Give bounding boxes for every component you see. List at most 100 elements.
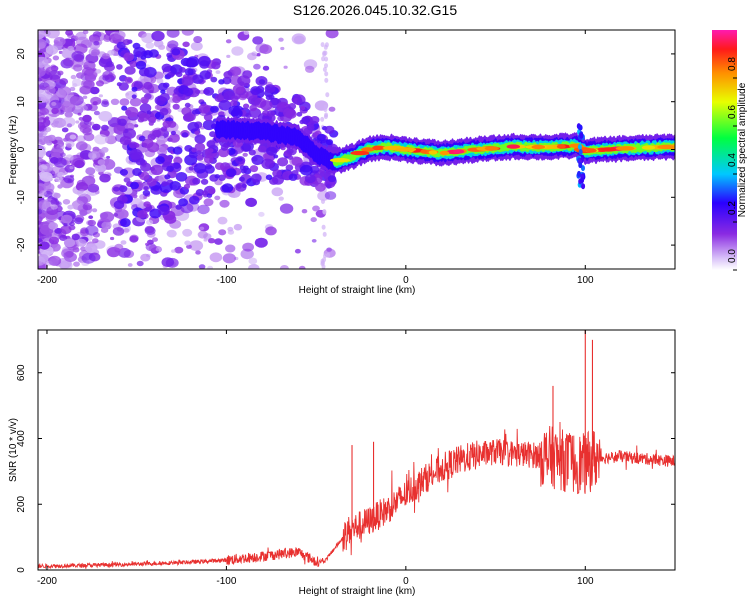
spectrogram-noise-blob [85,167,96,175]
spectrogram-signal-blob [119,135,132,146]
spectrogram-noise-blob [253,63,261,70]
spectrogram-noise-blob [62,100,71,107]
colorbar-tick-label: 0.0 [727,249,738,263]
spectrogram-noise-blob [71,51,85,61]
spectrogram-noise-blob [44,116,50,120]
spectrogram-noise-blob [81,252,96,264]
spectrogram-noise-blob [78,117,84,121]
spectrogram-noise-blob [102,70,113,80]
colorbar-label: Normalized spectral amplitude [737,82,748,217]
spectrogram-noise-blob [184,240,191,246]
spectrogram-noise-blob [61,116,76,128]
spectrogram-noise-blob [271,187,284,197]
colorbar-gradient [712,30,737,270]
spectrogram-noise-blob [305,65,315,73]
spectrogram-signal-blob [273,154,279,159]
spectrogram-noise-blob [65,154,74,161]
spectrogram-signal-blob [192,177,201,185]
spectrogram-noise-blob [110,98,120,106]
spectrogram-signal-blob [152,129,162,138]
spectrogram-signal-blob [300,105,306,111]
spectrogram-signal-blob [142,189,151,197]
spectrogram-signal-blob [133,81,143,89]
spectrogram-noise-blob [156,78,164,84]
spectrogram-noise-blob [322,209,327,214]
spectrogram-noise-blob [39,241,50,250]
spectrogram-signal-blob [327,175,337,183]
spectrogram-signal-blob [129,148,143,160]
spectrogram-signal-blob [172,103,180,110]
spectrogram-noise-blob [140,253,151,262]
spectrogram-noise-blob [71,58,84,68]
spectrogram-signal-blob [171,48,181,56]
spectrogram-noise-blob [123,228,130,233]
spectrogram-noise-blob [98,94,103,98]
spectrogram-signal-blob [196,154,204,161]
spectrogram-signal-blob [211,61,221,70]
spectrogram-noise-blob [75,141,88,151]
spectrogram-noise-blob [76,72,85,79]
spectrogram-noise-blob [63,238,76,248]
spectrogram-noise-blob [65,30,73,36]
snr-x-tick-label: 100 [577,576,594,587]
spectrogram-noise-blob [92,101,98,106]
spectrogram-noise-blob [182,228,193,237]
spectrogram-noise-blob [171,249,176,253]
spectrogram-noise-blob [217,216,228,225]
spectrogram-signal-blob [203,113,213,122]
spectrogram-signal-blob [324,125,335,134]
spectrogram-signal-blob [172,146,183,155]
spectrogram-noise-blob [324,56,329,62]
spectrogram-signal-blob [577,143,582,150]
spectrogram-noise-blob [93,40,100,46]
spectrogram-noise-blob [101,99,109,105]
spectrogram-noise-blob [323,253,327,259]
spectrogram-signal-blob [581,183,586,190]
spectrogram-signal-blob [201,190,209,196]
snr-y-tick-label: 200 [16,495,27,512]
spectrogram-signal-blob [136,210,148,219]
spectrogram-signal-blob [119,185,128,193]
spectrogram-noise-blob [326,252,331,258]
spectrogram-signal-blob [232,84,245,94]
spectrogram-signal-blob [131,86,138,92]
spectrogram-noise-blob [38,77,42,82]
spectrogram-signal-blob [184,102,191,108]
spectrogram-signal-blob [188,150,198,159]
spectrogram-noise-blob [214,238,223,245]
spectrogram-signal-blob [119,169,128,176]
spectrogram-noise-blob [89,86,100,95]
spectrogram-noise-blob [208,238,216,244]
colorbar-ticks: 0.0 0.2 0.4 0.6 0.8 [727,57,738,271]
spectrogram-noise-blob [97,159,106,166]
spectrogram-signal-blob [166,71,175,78]
spectrogram-noise-blob [74,217,84,225]
spectrogram-signal-blob [113,200,125,210]
spectrogram-ridge-peak [361,147,375,152]
spectrogram-noise-blob [38,199,51,210]
spectrogram-signal-blob [264,84,276,94]
spectrogram-signal-blob [258,79,266,85]
spectrogram-noise-blob [136,260,144,267]
spectrogram-noise-blob [53,36,66,47]
spectrogram-noise-blob [153,39,164,48]
spectrogram-noise-blob [48,70,62,80]
spectrogram-noise-blob [252,36,264,45]
spectrogram-signal-blob [129,60,138,68]
spectrogram-noise-blob [38,66,46,77]
spectrogram-signal-blob [207,148,214,154]
spectrogram-noise-blob [129,97,142,107]
spectrogram-signal-blob [143,201,151,208]
spectrogram-noise-blob [67,45,74,51]
spectrogram-signal-blob [315,182,326,192]
spectrogram-ridge-peak [615,146,635,151]
spectrogram-noise-blob [96,80,104,87]
spectrogram-y-tick-label: -20 [16,237,27,252]
spectrogram-noise-blob [105,61,114,68]
spectrogram-noise-blob [166,229,177,238]
spectrogram-signal-blob [118,82,129,91]
spectrogram-ridge-peak [506,144,520,149]
colorbar-tick-label: 0.2 [727,201,738,215]
colorbar-tick-label: 0.4 [727,153,738,167]
spectrogram-noise-blob [219,199,230,208]
